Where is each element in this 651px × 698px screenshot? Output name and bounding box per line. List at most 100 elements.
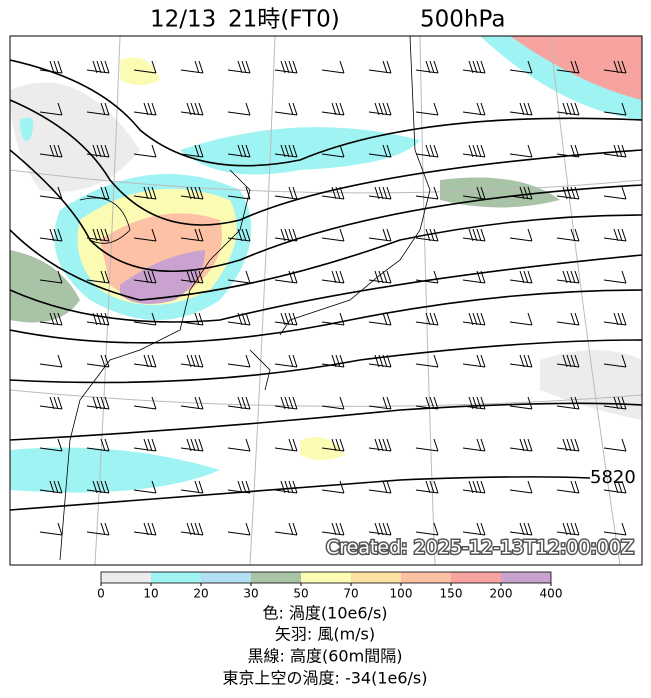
wind-barb [180, 438, 204, 452]
wind-barb [415, 312, 439, 326]
wind-barb [86, 144, 110, 158]
height-contours [10, 59, 642, 511]
wind-barb [86, 396, 110, 410]
wind-barb [227, 438, 251, 452]
wind-barb [415, 228, 439, 242]
wind-barb [556, 396, 580, 410]
wind-barb [321, 186, 345, 200]
wind-barb [180, 480, 204, 494]
colorbar-segment [301, 572, 351, 583]
legend-line: 黒線: 高度(60m間隔) [248, 647, 403, 666]
wind-barb [274, 312, 298, 326]
wind-barb [556, 354, 580, 368]
wind-barb [556, 60, 580, 74]
wind-barb [274, 396, 298, 410]
wind-barb [462, 480, 486, 494]
wind-barb [180, 186, 204, 200]
wind-barb [274, 522, 298, 536]
legend-line: 矢羽: 風(m/s) [275, 625, 375, 644]
wind-barb [39, 396, 63, 410]
wind-barb [462, 144, 486, 158]
map-frame [9, 35, 643, 566]
wind-barb [321, 312, 345, 326]
wind-barb [133, 186, 157, 200]
wind-barb [321, 354, 345, 368]
wind-barb [180, 144, 204, 158]
wind-barb [462, 102, 486, 116]
wind-barb [180, 60, 204, 74]
wind-barb [509, 102, 533, 116]
wind-barb [368, 438, 392, 452]
wind-barb [368, 270, 392, 284]
wind-barb [180, 522, 204, 536]
wind-barb [603, 228, 627, 242]
wind-barb [509, 396, 533, 410]
wind-barb [227, 312, 251, 326]
colorbar-segment [251, 572, 301, 583]
wind-barb [462, 228, 486, 242]
vorticity-area [20, 117, 34, 141]
wind-barb [180, 270, 204, 284]
wind-barb [274, 354, 298, 368]
title-level: 500hPa [420, 7, 505, 33]
vorticity-area [540, 350, 642, 420]
wind-barb [39, 60, 63, 74]
colorbar-frame [100, 571, 552, 584]
wind-barb [227, 186, 251, 200]
wind-barb [39, 144, 63, 158]
wind-barb [86, 228, 110, 242]
wind-barb [509, 60, 533, 74]
wind-barb [556, 522, 580, 536]
colorbar-tick-label: 30 [243, 587, 258, 601]
wind-barb [227, 228, 251, 242]
contour-label: 5820 [590, 467, 636, 488]
colorbar-tick-label: 70 [343, 587, 358, 601]
wind-barb [86, 522, 110, 536]
wind-barb [274, 270, 298, 284]
wind-barb [556, 480, 580, 494]
wind-barb [368, 228, 392, 242]
wind-barb [39, 522, 63, 536]
wind-barb [227, 144, 251, 158]
wind-barb [368, 396, 392, 410]
wind-barb [133, 270, 157, 284]
wind-barb [509, 438, 533, 452]
wind-barb [368, 522, 392, 536]
wind-barb [368, 480, 392, 494]
vorticity-area [510, 36, 642, 100]
wind-barb [509, 312, 533, 326]
wind-barb [556, 102, 580, 116]
vorticity-area [10, 82, 140, 192]
wind-barb [227, 270, 251, 284]
colorbar-tick-label: 50 [293, 587, 308, 601]
wind-barb [39, 102, 63, 116]
wind-barb [321, 60, 345, 74]
wind-barb [603, 312, 627, 326]
wind-barb [509, 522, 533, 536]
wind-barb [321, 480, 345, 494]
legend-line: 東京上空の渦度: -34(1e6/s) [222, 669, 427, 688]
wind-barb [321, 522, 345, 536]
wind-barb [133, 438, 157, 452]
wind-barb [462, 354, 486, 368]
wind-barb [227, 60, 251, 74]
wind-barb [133, 522, 157, 536]
wind-barb [274, 186, 298, 200]
wind-barb [415, 186, 439, 200]
vorticity-area [10, 250, 80, 323]
wind-barb [415, 522, 439, 536]
wind-barb [509, 186, 533, 200]
wind-barb [133, 144, 157, 158]
wind-barb [603, 522, 627, 536]
wind-barb [86, 354, 110, 368]
wind-barb [415, 144, 439, 158]
colorbar-tick-label: 150 [440, 587, 463, 601]
colorbar-tick-label: 0 [97, 587, 105, 601]
wind-barb [415, 438, 439, 452]
title-time: 21時(FT0) [228, 7, 340, 33]
wind-barb [86, 312, 110, 326]
wind-barb [368, 144, 392, 158]
wind-barb [556, 270, 580, 284]
wind-barb [86, 270, 110, 284]
colorbar-segment [201, 572, 251, 583]
